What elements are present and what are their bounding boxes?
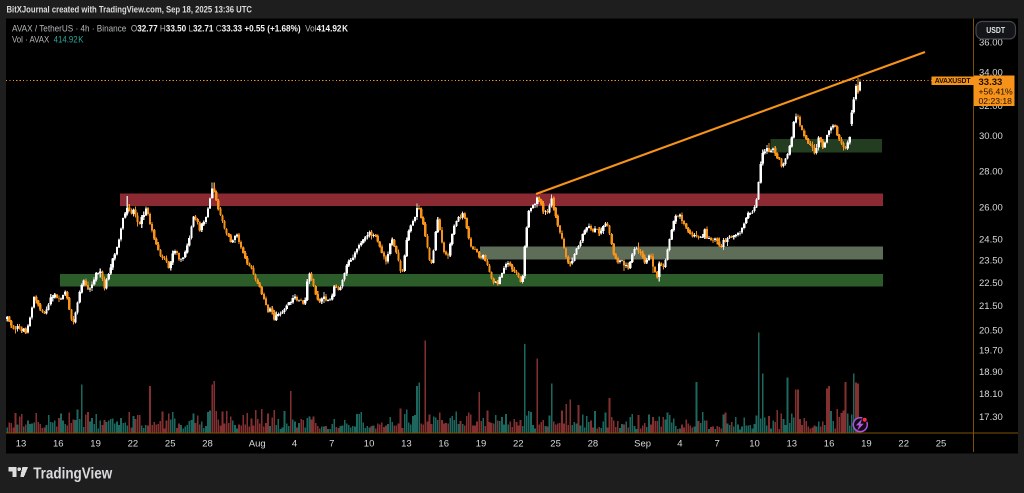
svg-text:17.30: 17.30	[979, 412, 1003, 423]
svg-text:10: 10	[364, 439, 375, 450]
svg-text:22.50: 22.50	[979, 278, 1003, 289]
svg-text:BitXJournal created with Tradi: BitXJournal created with TradingView.com…	[7, 5, 253, 15]
svg-text:16: 16	[438, 439, 449, 450]
svg-text:24.50: 24.50	[979, 234, 1003, 245]
svg-text:22: 22	[128, 439, 139, 450]
svg-text:10: 10	[749, 439, 760, 450]
svg-text:13: 13	[787, 439, 798, 450]
svg-text:+56.41%: +56.41%	[979, 87, 1014, 97]
svg-text:25: 25	[936, 439, 947, 450]
svg-text:33.33: 33.33	[979, 77, 1003, 88]
svg-text:32.00: 32.00	[979, 101, 1003, 112]
svg-text:22: 22	[513, 439, 524, 450]
svg-text:13: 13	[401, 439, 412, 450]
svg-text:Aug: Aug	[249, 439, 266, 450]
svg-text:7: 7	[715, 439, 720, 450]
svg-text:26.00: 26.00	[979, 202, 1003, 213]
svg-text:28.00: 28.00	[979, 166, 1003, 177]
svg-text:16: 16	[53, 439, 64, 450]
svg-text:21.50: 21.50	[979, 301, 1003, 312]
svg-text:13: 13	[16, 439, 27, 450]
svg-text:28: 28	[202, 439, 213, 450]
svg-text:19: 19	[476, 439, 487, 450]
svg-text:18.90: 18.90	[979, 367, 1003, 378]
svg-text:19.70: 19.70	[979, 346, 1003, 357]
svg-text:19: 19	[90, 439, 101, 450]
svg-text:Sep: Sep	[634, 439, 651, 450]
svg-text:4: 4	[677, 439, 682, 450]
svg-text:23.50: 23.50	[979, 256, 1003, 267]
svg-text:25: 25	[165, 439, 176, 450]
svg-text:AVAXUSDT: AVAXUSDT	[935, 78, 972, 85]
svg-text:25: 25	[550, 439, 561, 450]
svg-text:TradingView: TradingView	[33, 466, 113, 483]
svg-text:18.10: 18.10	[979, 389, 1003, 400]
svg-text:USDT: USDT	[986, 26, 1005, 35]
svg-text:7: 7	[329, 439, 334, 450]
svg-text:Vol · AVAX 414.92 K: Vol · AVAX 414.92 K	[12, 34, 84, 44]
svg-text:19: 19	[861, 439, 872, 450]
svg-text:4: 4	[292, 439, 297, 450]
svg-text:28: 28	[588, 439, 599, 450]
svg-text:22: 22	[898, 439, 909, 450]
svg-text:02:23:18: 02:23:18	[979, 96, 1013, 106]
svg-text:30.00: 30.00	[979, 131, 1003, 142]
svg-text:16: 16	[824, 439, 835, 450]
svg-text:AVAX / TetherUS · 4h · Binance: AVAX / TetherUS · 4h · Binance O32.77 H3…	[12, 23, 349, 33]
svg-text:34.00: 34.00	[979, 67, 1003, 78]
svg-text:20.50: 20.50	[979, 325, 1003, 336]
svg-text:36.00: 36.00	[979, 37, 1003, 48]
